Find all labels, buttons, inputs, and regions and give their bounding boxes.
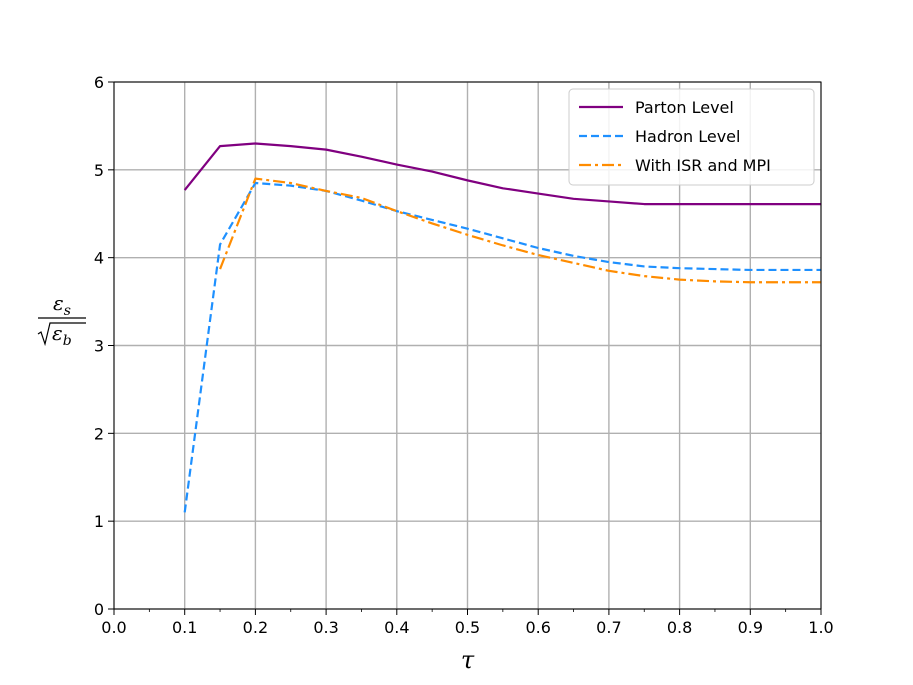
y-label-num-subscript: s: [64, 303, 71, 319]
y-label-num-symbol: ε: [53, 291, 64, 315]
series-layer: [183, 142, 821, 513]
y-label-sqrt-sign: [37, 322, 86, 347]
x-tick-label: 0.9: [738, 618, 763, 637]
x-tick-label: 0.7: [596, 618, 621, 637]
x-tick-label: 0.0: [101, 618, 126, 637]
y-tick-label: 1: [94, 512, 104, 531]
y-axis-label-denominator: εb: [52, 321, 72, 349]
x-tick-label: 0.2: [243, 618, 268, 637]
y-tick-label: 2: [94, 424, 104, 443]
y-tick-label: 4: [94, 249, 104, 268]
series-line-hadron-level: [183, 181, 821, 513]
x-tick-label: 1.0: [808, 618, 833, 637]
y-tick-label: 6: [94, 73, 104, 92]
y-tick-label: 0: [94, 600, 104, 619]
x-tick-label: 0.4: [384, 618, 409, 637]
y-axis: 0 1 2 3 4 5 6: [94, 73, 114, 619]
x-tick-label: 0.8: [667, 618, 692, 637]
series-line-parton-level: [183, 142, 821, 206]
legend-box: [568, 88, 815, 186]
legend-label: Hadron Level: [635, 127, 740, 146]
series-line-with-isr-and-mpi: [219, 177, 821, 284]
x-tick-label: 0.5: [455, 618, 480, 637]
y-tick-label: 5: [94, 161, 104, 180]
y-axis-label-numerator: εs: [53, 291, 71, 319]
y-label-den-symbol: ε: [52, 321, 63, 345]
legend: Parton Level Hadron Level With ISR and MPI: [568, 88, 815, 186]
y-label-den-subscript: b: [63, 333, 72, 349]
y-tick-label: 3: [94, 337, 104, 356]
x-axis: 0.0 0.1 0.2 0.3 0.4 0.5 0.6 0.7 0.8 0.9 1.0: [101, 609, 834, 637]
x-axis-label: τ: [461, 646, 475, 674]
x-tick-label: 0.1: [172, 618, 197, 637]
x-tick-label: 0.6: [525, 618, 550, 637]
x-tick-label: 0.3: [313, 618, 338, 637]
y-axis-label: εs εb: [37, 291, 86, 349]
legend-label: Parton Level: [635, 98, 734, 117]
legend-label: With ISR and MPI: [635, 156, 771, 175]
